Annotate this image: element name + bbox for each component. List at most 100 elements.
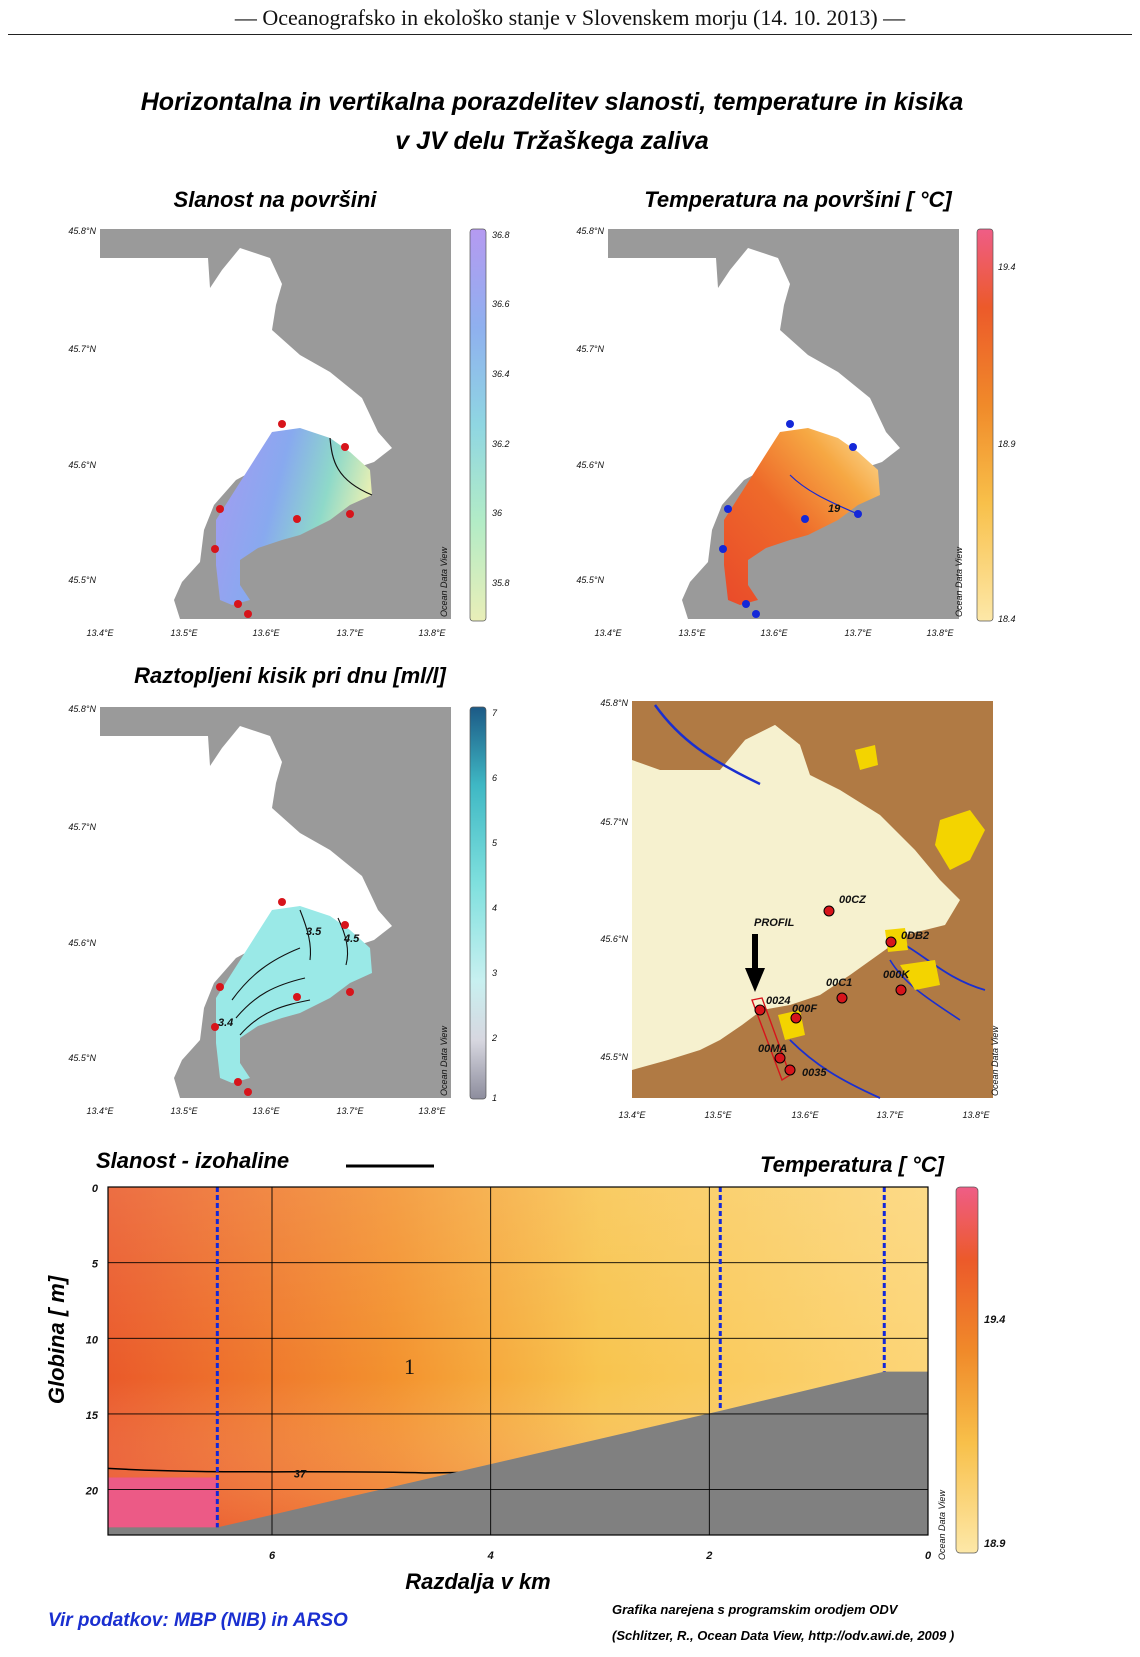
oxygen-panel: Raztopljeni kisik pri dnu [ml/l] 3.5 4.5… [68,663,498,1116]
section-ytick: 10 [86,1334,99,1346]
oxygen-cb-2: 2 [491,1033,497,1043]
credit-line-2: (Schlitzer, R., Ocean Data View, http://… [612,1628,954,1643]
oxygen-cb-5: 5 [492,838,498,848]
station-map-lat-45-8: 45.8°N [600,698,628,708]
station-map-bay [745,725,800,765]
station-dot [211,1023,219,1031]
oxygen-lon-13-6: 13.6°E [252,1106,280,1116]
oxygen-contour-4 [299,909,312,961]
map-station-label: 000F [792,1003,817,1015]
station-map-stations [754,905,907,1076]
section-ytick: 0 [92,1183,99,1195]
salinity-cb-36: 36 [492,508,502,518]
map-station-label: 0035 [802,1067,827,1079]
temperature-title: Temperatura na površini [ °C] [644,187,952,212]
section-panel: Slanost - izohaline Temperatura [ °C] 37… [44,1148,1006,1594]
map-station-label: 000K [883,969,910,981]
temperature-cb-18-9: 18.9 [998,439,1016,449]
oxygen-cb-3: 3 [492,968,497,978]
section-colorbar [955,1186,979,1554]
map-station-label: 00C1 [826,977,852,989]
salinity-cb-36-2: 36.2 [492,439,510,449]
station-map-lat-ticks: 45.8°N 45.7°N 45.6°N 45.5°N [600,698,628,1062]
station-map-panel: PROFIL 00CZ0DB2000K00C10024000F00MA0035 … [600,698,1000,1120]
section-xtick: 0 [925,1550,932,1562]
map-station-marker [754,1004,766,1016]
map-station-label: 0024 [766,995,790,1007]
station-map-lat-45-6: 45.6°N [600,934,628,944]
station-map-lat-45-7: 45.7°N [600,817,628,827]
temperature-lon-13-5: 13.5°E [678,628,706,638]
temperature-sea [608,248,900,619]
oxygen-contour-5 [337,917,349,966]
oxygen-lat-45-7: 45.7°N [68,822,96,832]
oxygen-odv-label: Ocean Data View [439,1026,449,1096]
oxygen-lon-13-5: 13.5°E [170,1106,198,1116]
station-dot [849,443,857,451]
map-station-label: 00MA [758,1043,787,1055]
station-dot [719,545,727,553]
station-dot [278,898,286,906]
header-rule [8,34,1132,35]
salinity-lat-ticks: 45.8°N 45.7°N 45.6°N 45.5°N [68,226,96,585]
section-ylabel: Globina [ m] [44,1275,69,1404]
section-ytick: 15 [86,1410,99,1422]
temperature-lat-45-8: 45.8°N [576,226,604,236]
station-dot [278,420,286,428]
urban-koper [900,960,940,990]
temperature-lon-13-4: 13.4°E [594,628,622,638]
section-frame [107,1186,929,1536]
temperature-lat-45-6: 45.6°N [576,460,604,470]
station-dot [234,1078,242,1086]
section-seabed [108,1371,928,1535]
salinity-title: Slanost na površini [174,187,378,212]
oxygen-contour-1 [231,947,301,1001]
oxygen-lon-13-7: 13.7°E [336,1106,364,1116]
temperature-cb-19-4: 19.4 [998,262,1016,272]
salinity-lat-45-8: 45.8°N [68,226,96,236]
oxygen-lat-45-8: 45.8°N [68,704,96,714]
salinity-lon-13-7: 13.7°E [336,628,364,638]
oxygen-title: Raztopljeni kisik pri dnu [ml/l] [134,663,446,688]
station-map-lon-13-5: 13.5°E [704,1110,732,1120]
station-dot [742,600,750,608]
station-dot [216,505,224,513]
temperature-panel: Temperatura na površini [ °C] 19 45.8°N … [576,187,1015,638]
salinity-lon-ticks: 13.4°E 13.5°E 13.6°E 13.7°E 13.8°E [86,628,446,638]
section-title-left: Slanost - izohaline [96,1148,289,1173]
temperature-colorbar [976,228,994,622]
station-dot [234,600,242,608]
section-xtick: 2 [705,1550,712,1562]
oxygen-contour-2 [235,977,306,1019]
map-station-marker [885,936,897,948]
temperature-cb-18-4: 18.4 [998,614,1016,624]
temperature-stations [719,420,862,618]
map-station-marker [774,1052,786,1064]
salinity-lat-45-7: 45.7°N [68,344,96,354]
station-dot [346,988,354,996]
station-map-sea [632,725,960,1070]
station-dot [724,505,732,513]
salinity-contour [329,437,373,496]
oxygen-lon-13-4: 13.4°E [86,1106,114,1116]
station-dot [216,983,224,991]
river-east-1 [904,944,986,991]
oxygen-lat-ticks: 45.8°N 45.7°N 45.6°N 45.5°N [68,704,96,1063]
station-map-lon-13-7: 13.7°E [876,1110,904,1120]
section-cb-18-9: 18.9 [984,1538,1006,1550]
temperature-contour-label: 19 [828,503,841,515]
section-isohaline-label: 37 [294,1468,307,1480]
station-map-lon-13-6: 13.6°E [791,1110,819,1120]
profil-label: PROFIL [754,917,795,929]
credit-line-1: Grafika narejena s programskim orodjem O… [612,1602,899,1617]
salinity-cb-36-8: 36.8 [492,230,510,240]
oxygen-lon-ticks: 13.4°E 13.5°E 13.6°E 13.7°E 13.8°E [86,1106,446,1116]
urban-north [855,745,878,770]
figure-title-line1: Horizontalna in vertikalna porazdelitev … [141,88,964,116]
station-map-odv-label: Ocean Data View [990,1026,1000,1096]
salinity-colorbar [469,228,487,622]
station-map-lon-13-8: 13.8°E [962,1110,990,1120]
